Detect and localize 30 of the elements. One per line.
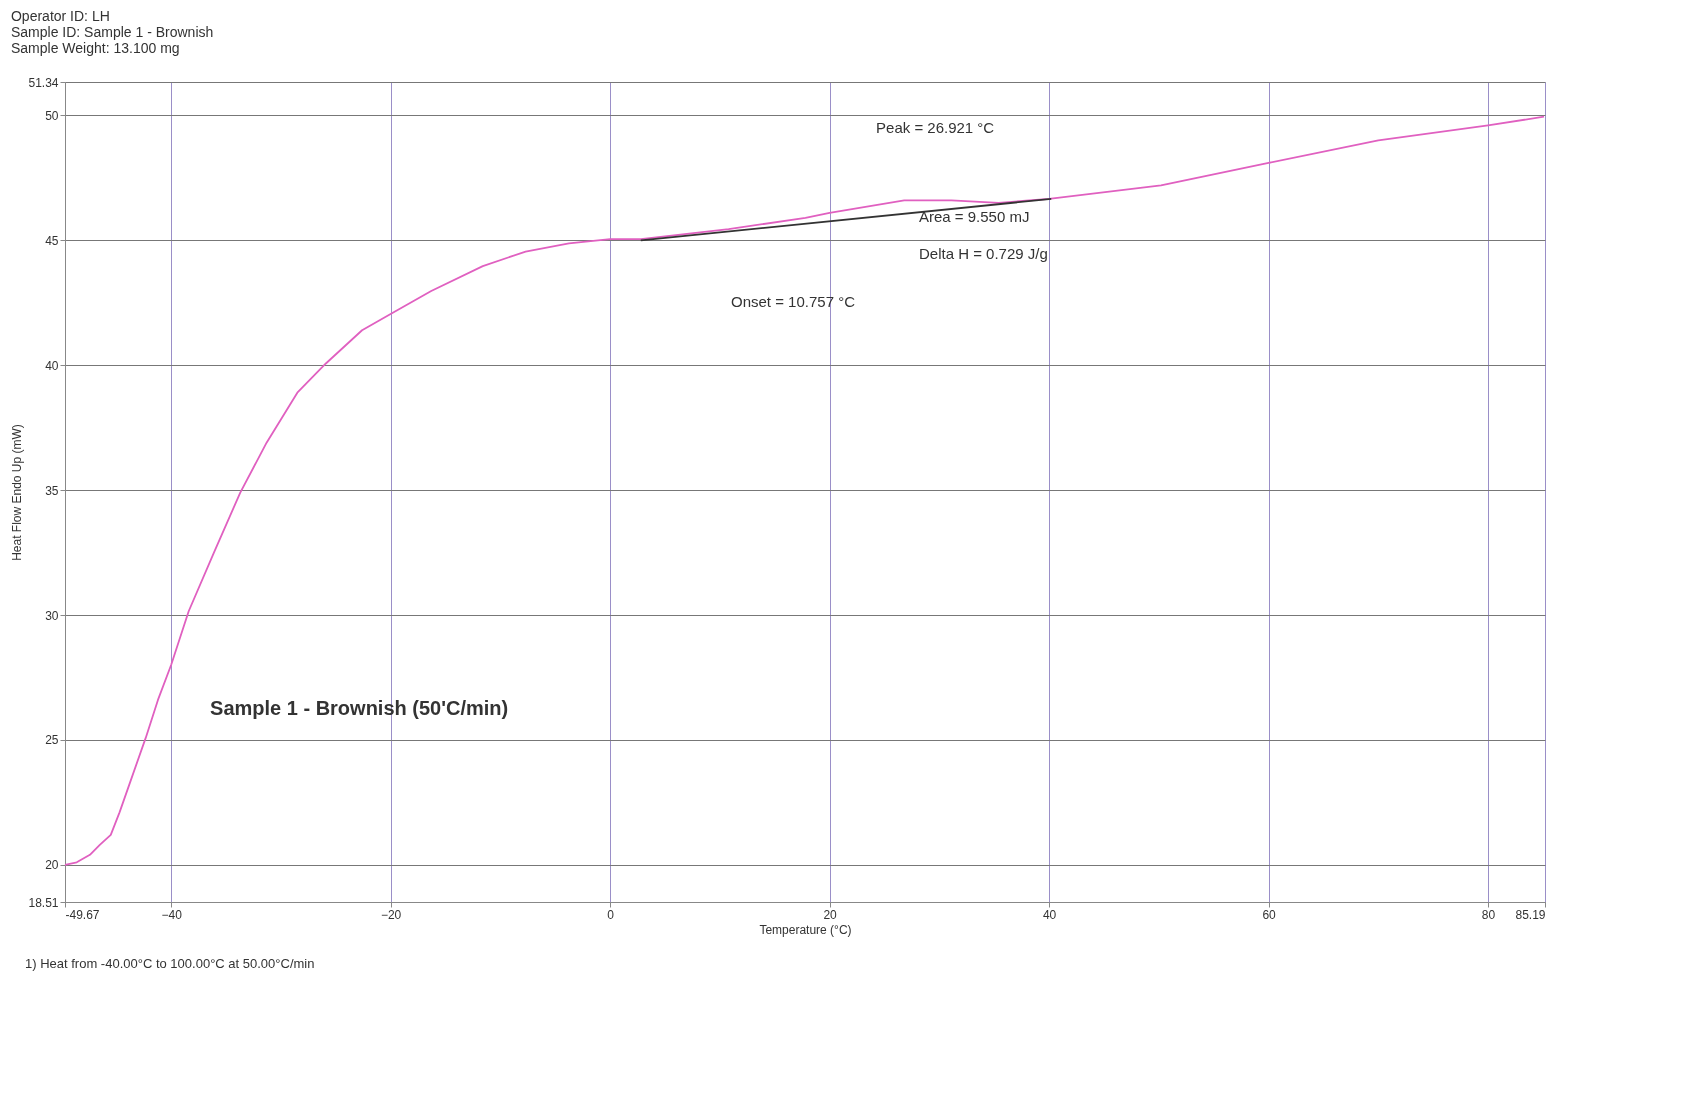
x-tick-label: 40 — [1042, 907, 1057, 922]
annotation: Sample 1 - Brownish (50'C/min) — [210, 697, 509, 720]
annotation: Delta H = 0.729 J/g — [918, 245, 1048, 263]
y-tick-label: 51.34 — [28, 75, 59, 90]
x-tick-label: 60 — [1262, 907, 1277, 922]
y-tick-label: 40 — [45, 358, 59, 373]
line-series — [64, 115, 1545, 866]
y-tick-label: 25 — [45, 733, 59, 748]
annotation: Onset = 10.757 °C — [731, 292, 856, 310]
text: Operator ID: LH — [10, 8, 110, 24]
x-tick-label: 80 — [1481, 907, 1496, 922]
text: Sample Weight: 13.100 mg — [10, 40, 180, 56]
x-tick-label: −40 — [161, 907, 183, 922]
x-tick-label: 85.19 — [1515, 907, 1546, 922]
annotation: Area = 9.550 mJ — [918, 208, 1030, 226]
x-tick-label: -49.67 — [65, 907, 100, 922]
y-tick-label: 50 — [45, 108, 59, 123]
y-tick-label: 45 — [45, 233, 59, 248]
annotation: Peak = 26.921 °C — [876, 118, 995, 136]
text: Sample ID: Sample 1 - Brownish — [10, 24, 214, 40]
y-tick-label: 35 — [45, 483, 59, 498]
x-tick-label: −20 — [380, 907, 402, 922]
x-tick-label: 0 — [607, 907, 615, 922]
x-tick-label: 20 — [823, 907, 838, 922]
y-tick-label: 20 — [45, 858, 59, 873]
y-tick-label: 18.51 — [28, 895, 59, 910]
text: 1) Heat from -40.00°C to 100.00°C at 50.00°C/min — [25, 956, 315, 971]
y-axis-title: Heat Flow Endo Up (mW) — [10, 424, 25, 561]
x-axis-title: Temperature (°C) — [759, 922, 852, 937]
y-tick-label: 30 — [45, 608, 59, 623]
